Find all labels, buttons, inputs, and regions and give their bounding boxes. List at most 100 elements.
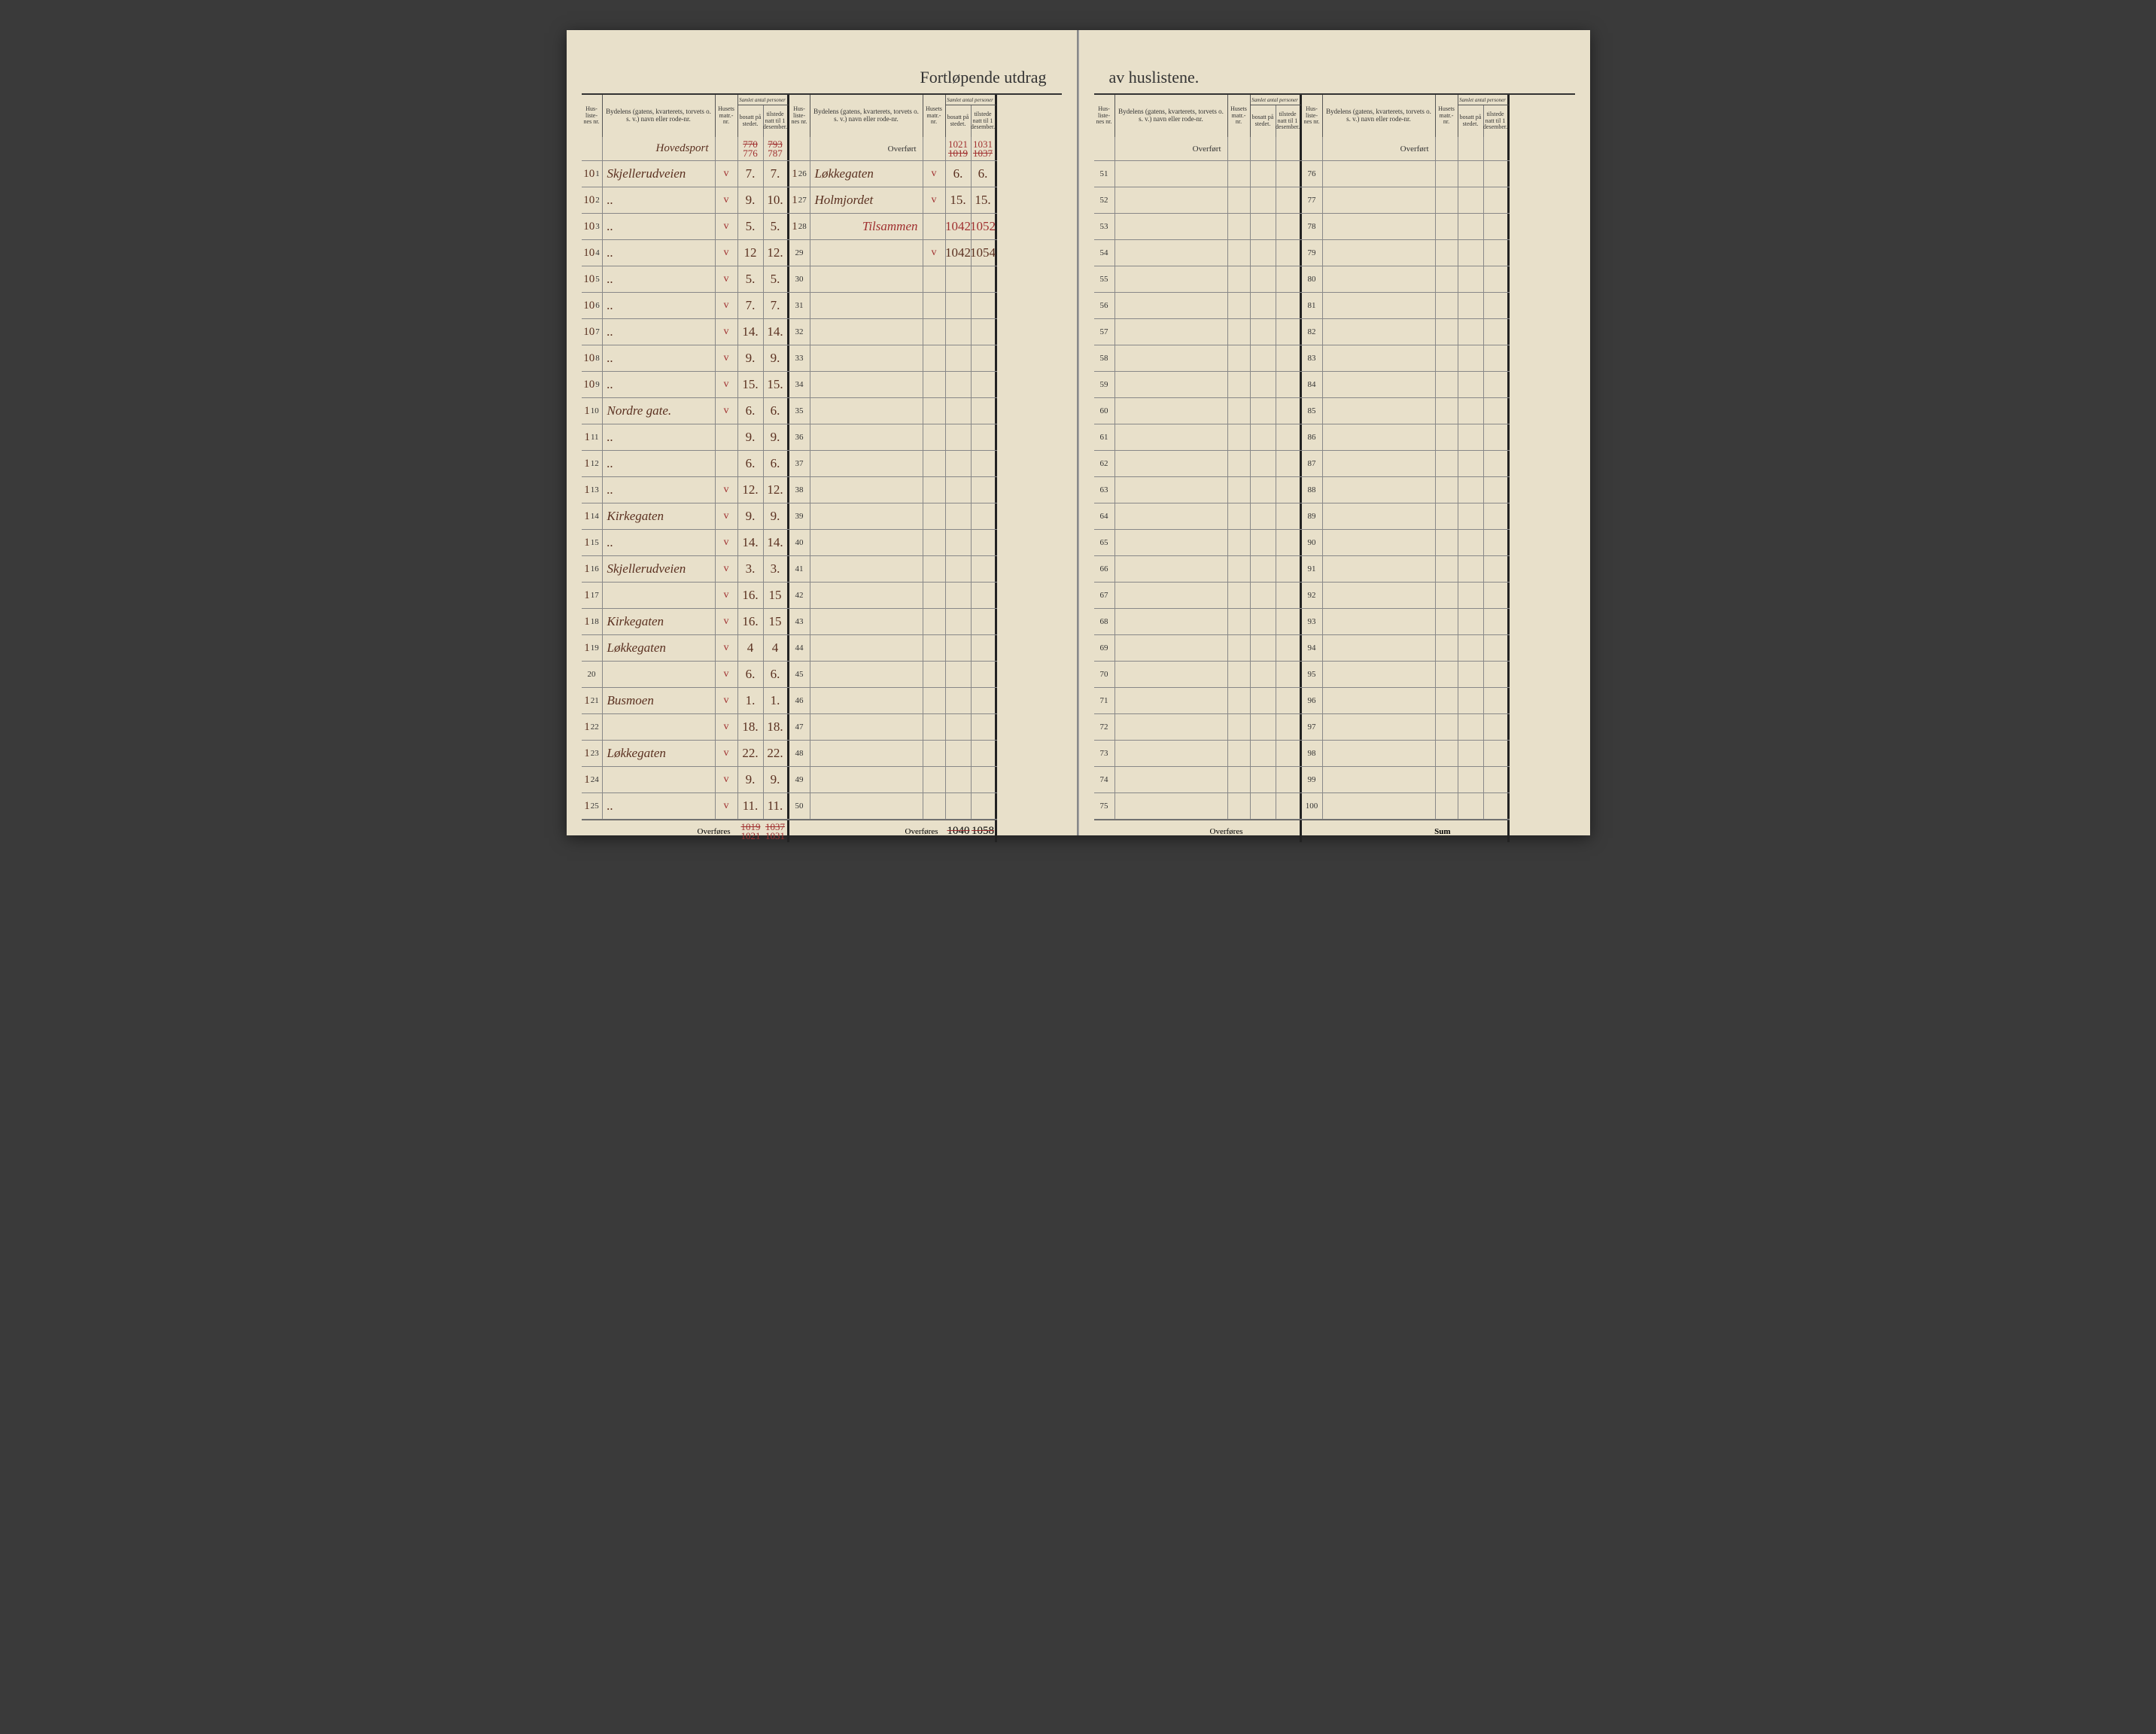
cell-bydel bbox=[603, 714, 716, 740]
table-row: 123Løkkegatenv22.22. bbox=[582, 741, 789, 767]
cell-nr: 62 bbox=[1094, 451, 1115, 476]
cell-bosatt: 14. bbox=[738, 530, 764, 555]
table-row: 114Kirkegatenv9.9. bbox=[582, 503, 789, 530]
cell-bydel bbox=[1115, 451, 1228, 476]
cell-nr: 34 bbox=[789, 372, 810, 397]
cell-bydel: Skjellerudveien bbox=[603, 161, 716, 187]
cell-nr: 63 bbox=[1094, 477, 1115, 503]
cell-bydel: .. bbox=[603, 240, 716, 266]
cell-bosatt: 7. bbox=[738, 293, 764, 318]
cell-nr: 45 bbox=[789, 662, 810, 687]
cell-bydel bbox=[1115, 293, 1228, 318]
cell-nr: 91 bbox=[1302, 556, 1323, 582]
cell-bosatt bbox=[1251, 424, 1276, 450]
cell-matr: v bbox=[716, 319, 738, 345]
cell-nr: 48 bbox=[789, 741, 810, 766]
cell-bydel: .. bbox=[603, 214, 716, 239]
cell-bydel bbox=[810, 741, 923, 766]
cell-tilstede bbox=[972, 662, 997, 687]
cell-tilstede bbox=[1484, 451, 1510, 476]
cell-nr: 95 bbox=[1302, 662, 1323, 687]
cell-matr: v bbox=[716, 556, 738, 582]
cell-tilstede bbox=[972, 424, 997, 450]
cell-tilstede bbox=[1276, 477, 1302, 503]
cell-tilstede: 1. bbox=[764, 688, 789, 713]
overfores-label: Overføres bbox=[582, 820, 738, 842]
table-row: 63 bbox=[1094, 477, 1302, 503]
table-row: 119Løkkegatenv44 bbox=[582, 635, 789, 662]
sum-row: Sum bbox=[1302, 820, 1510, 842]
cell-matr bbox=[1228, 714, 1251, 740]
cell-nr: 58 bbox=[1094, 345, 1115, 371]
cell-matr bbox=[923, 345, 946, 371]
cell-bydel bbox=[810, 372, 923, 397]
cell-nr: 109 bbox=[582, 372, 603, 397]
cell-bydel bbox=[1323, 688, 1436, 713]
cell-matr bbox=[1228, 372, 1251, 397]
cell-tilstede: 6. bbox=[764, 662, 789, 687]
cell-matr bbox=[1436, 635, 1458, 661]
cell-matr bbox=[1436, 688, 1458, 713]
cell-matr bbox=[1436, 556, 1458, 582]
cell-bydel: .. bbox=[603, 793, 716, 819]
table-row: 73 bbox=[1094, 741, 1302, 767]
cell-bydel bbox=[810, 583, 923, 608]
cell-nr: 42 bbox=[789, 583, 810, 608]
cell-nr: 119 bbox=[582, 635, 603, 661]
sum-label: Sum bbox=[1302, 820, 1458, 842]
cell-tilstede bbox=[1484, 214, 1510, 239]
hdr-matr: Husets matr.-nr. bbox=[1436, 95, 1458, 137]
cell-bydel bbox=[810, 424, 923, 450]
cell-tilstede: 9. bbox=[764, 345, 789, 371]
cell-tilstede bbox=[1276, 741, 1302, 766]
cell-matr bbox=[1436, 187, 1458, 213]
cell-bosatt: 11. bbox=[738, 793, 764, 819]
footer-bosatt: 1040 bbox=[946, 820, 972, 842]
cell-nr: 90 bbox=[1302, 530, 1323, 555]
table-row: 103..v5.5. bbox=[582, 214, 789, 240]
cell-bydel bbox=[1323, 556, 1436, 582]
cell-tilstede bbox=[972, 503, 997, 529]
cell-matr bbox=[1436, 767, 1458, 792]
hdr-nr: Hus-liste-nes nr. bbox=[1094, 95, 1115, 137]
table-row: 57 bbox=[1094, 319, 1302, 345]
table-row: 96 bbox=[1302, 688, 1510, 714]
cell-nr: 125 bbox=[582, 793, 603, 819]
cell-tilstede bbox=[972, 767, 997, 792]
cell-tilstede bbox=[1484, 767, 1510, 792]
hdr-nr: Hus-liste-nes nr. bbox=[1302, 95, 1323, 137]
cell-bydel bbox=[1115, 345, 1228, 371]
cell-tilstede bbox=[1484, 635, 1510, 661]
cell-bosatt bbox=[946, 583, 972, 608]
overfores-label: Overføres bbox=[789, 820, 946, 842]
cell-matr: v bbox=[716, 266, 738, 292]
cell-bydel: Kirkegaten bbox=[603, 609, 716, 634]
cell-nr: 44 bbox=[789, 635, 810, 661]
cell-bydel bbox=[1323, 214, 1436, 239]
cell-matr: v bbox=[716, 293, 738, 318]
cell-nr: 98 bbox=[1302, 741, 1323, 766]
cell-bosatt bbox=[1458, 451, 1484, 476]
table-row: 86 bbox=[1302, 424, 1510, 451]
section-2: Hus-liste-nes nr. Bydelens (gatens, kvar… bbox=[789, 95, 997, 842]
cell-bydel: .. bbox=[603, 424, 716, 450]
hdr-samlet: Samlet antal personer bosatt på stedet. … bbox=[946, 95, 997, 137]
cell-bydel bbox=[810, 266, 923, 292]
cell-tilstede bbox=[1484, 556, 1510, 582]
hdr-tilstede: tilstede natt til 1 desember. bbox=[764, 105, 789, 137]
cell-matr bbox=[923, 266, 946, 292]
overfores-row: Overføres 10191021 10371031 bbox=[582, 820, 789, 842]
table-row: 100 bbox=[1302, 793, 1510, 820]
table-row: 102..v9.10. bbox=[582, 187, 789, 214]
cell-bosatt bbox=[1251, 266, 1276, 292]
cell-bydel bbox=[1323, 503, 1436, 529]
section-4: Hus-liste-nes nr. Bydelens (gatens, kvar… bbox=[1302, 95, 1510, 842]
cell-bydel bbox=[1323, 345, 1436, 371]
cell-nr: 43 bbox=[789, 609, 810, 634]
cell-nr: 50 bbox=[789, 793, 810, 819]
cell-nr: 85 bbox=[1302, 398, 1323, 424]
page-title-left: Fortløpende utdrag bbox=[582, 68, 1062, 93]
table-row: 69 bbox=[1094, 635, 1302, 662]
cell-nr: 106 bbox=[582, 293, 603, 318]
cell-bosatt bbox=[1458, 477, 1484, 503]
